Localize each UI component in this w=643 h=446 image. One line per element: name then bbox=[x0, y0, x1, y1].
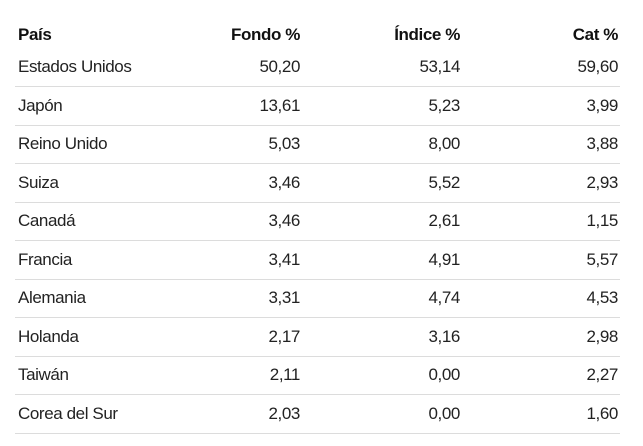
row-separator bbox=[15, 202, 620, 203]
value-cell: 0,00 bbox=[428, 403, 461, 423]
value-cell: 3,16 bbox=[428, 326, 461, 346]
country-cell: Reino Unido bbox=[18, 134, 108, 153]
country-cell: Corea del Sur bbox=[18, 403, 118, 423]
country-cell: Suiza bbox=[18, 172, 59, 192]
column-header: Cat % bbox=[572, 25, 619, 44]
value-cell: 3,99 bbox=[586, 95, 619, 115]
value-cell: 4,91 bbox=[428, 249, 461, 269]
value-cell: 13,61 bbox=[259, 95, 300, 115]
value-cell: 0,00 bbox=[428, 365, 461, 384]
row-separator bbox=[15, 433, 620, 434]
value-cell: 2,11 bbox=[269, 365, 301, 384]
value-cell: 2,27 bbox=[586, 365, 619, 384]
value-cell: 3,46 bbox=[268, 172, 301, 192]
row-separator bbox=[15, 356, 620, 357]
country-cell: Francia bbox=[18, 249, 72, 269]
value-cell: 3,31 bbox=[268, 288, 301, 307]
column-header: Índice % bbox=[394, 25, 460, 44]
row-separator bbox=[15, 163, 620, 164]
country-cell: Estados Unidos bbox=[18, 57, 132, 76]
value-cell: 1,60 bbox=[586, 403, 619, 423]
country-cell: Japón bbox=[18, 95, 63, 115]
value-cell: 3,88 bbox=[586, 134, 619, 153]
value-cell: 2,98 bbox=[586, 326, 619, 346]
value-cell: 50,20 bbox=[259, 57, 300, 76]
row-separator bbox=[15, 125, 620, 126]
value-cell: 8,00 bbox=[428, 134, 461, 153]
country-cell: Holanda bbox=[18, 326, 79, 346]
value-cell: 5,03 bbox=[268, 134, 301, 153]
row-separator bbox=[15, 394, 620, 395]
value-cell: 3,41 bbox=[268, 249, 301, 269]
row-separator bbox=[15, 86, 620, 87]
value-cell: 53,14 bbox=[419, 57, 460, 76]
column-header: País bbox=[18, 25, 52, 44]
value-cell: 5,23 bbox=[428, 95, 461, 115]
value-cell: 1,15 bbox=[586, 211, 619, 230]
row-separator bbox=[15, 240, 620, 241]
value-cell: 5,57 bbox=[586, 249, 619, 269]
value-cell: 5,52 bbox=[428, 172, 461, 192]
value-cell: 2,93 bbox=[586, 172, 619, 192]
value-cell: 2,17 bbox=[268, 326, 301, 346]
row-separator bbox=[15, 317, 620, 318]
column-header: Fondo % bbox=[231, 25, 300, 44]
row-separator bbox=[15, 279, 620, 280]
country-cell: Taiwán bbox=[18, 365, 69, 384]
value-cell: 59,60 bbox=[577, 57, 618, 76]
country-cell: Canadá bbox=[18, 211, 76, 230]
value-cell: 4,53 bbox=[586, 288, 619, 307]
value-cell: 2,03 bbox=[268, 403, 301, 423]
value-cell: 4,74 bbox=[428, 288, 461, 307]
value-cell: 2,61 bbox=[428, 211, 461, 230]
country-cell: Alemania bbox=[18, 288, 86, 307]
value-cell: 3,46 bbox=[268, 211, 301, 230]
